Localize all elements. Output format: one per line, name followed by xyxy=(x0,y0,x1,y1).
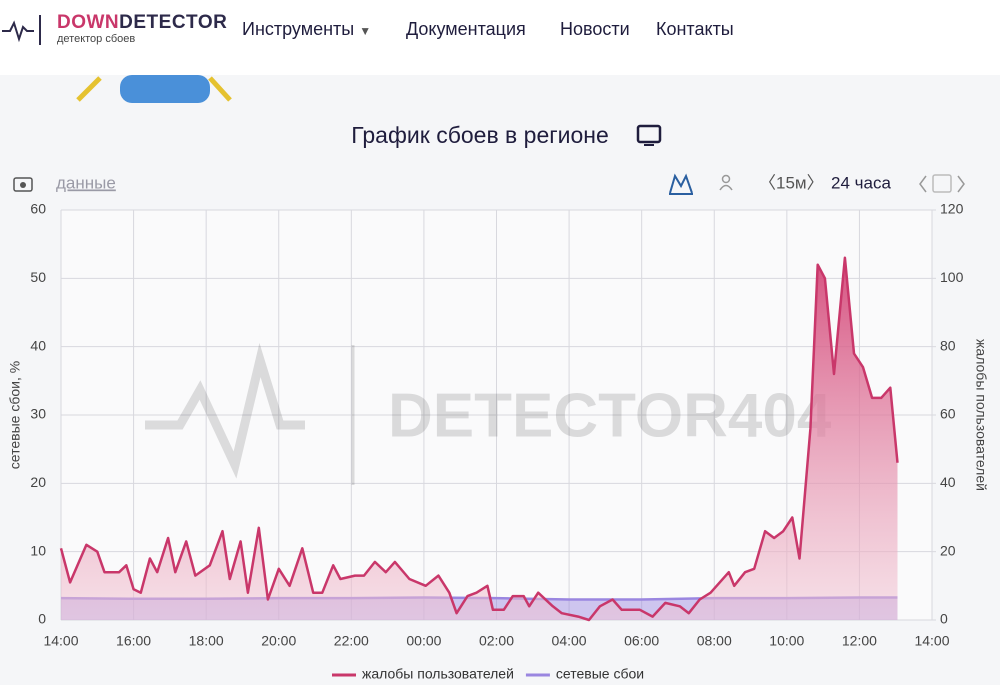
series-group xyxy=(59,256,899,622)
legend: жалобы пользователей сетевые сбои xyxy=(332,666,644,682)
watermark-text: DETECTOR404 xyxy=(388,381,832,450)
x-tick-label: 14:00 xyxy=(914,633,949,649)
watermark: DETECTOR404 xyxy=(145,342,832,485)
grid: 0 10 20 30 40 50 60 0 20 40 60 80 100 120 14:00 16:00 18… xyxy=(30,201,963,649)
interval-toggle[interactable]: 〈15м〉 xyxy=(759,173,824,192)
legend-label: жалобы пользователей xyxy=(362,666,514,682)
y-tick-label: 30 xyxy=(30,406,46,422)
tv-icon xyxy=(636,124,662,146)
chart-title: График сбоев в регионе xyxy=(351,122,609,148)
logo[interactable]: DOWNDETECTOR xyxy=(57,12,227,34)
y2-tick-label: 120 xyxy=(940,201,964,217)
chart: График сбоев в регионе данные 〈15м〉 24 ч… xyxy=(7,75,989,682)
user-toggle[interactable] xyxy=(719,174,733,191)
dropdown-arrow: ▼ xyxy=(359,24,372,38)
y2-tick-label: 40 xyxy=(940,474,956,490)
nav-item[interactable]: Контакты xyxy=(656,19,734,39)
legend-label: сетевые сбои xyxy=(556,666,644,682)
x-tick-label: 06:00 xyxy=(624,633,659,649)
header: DOWNDETECTOR детектор сбоев Инструменты … xyxy=(0,0,1000,75)
y-tick-label: 20 xyxy=(30,474,46,490)
logo-down: DOWN xyxy=(57,12,120,33)
nav-item[interactable]: Инструменты ▼ xyxy=(242,19,371,40)
x-tick-label: 10:00 xyxy=(769,633,804,649)
y2-tick-label: 100 xyxy=(940,269,964,285)
logo-subtitle: детектор сбоев xyxy=(57,33,136,45)
x-tick-label: 08:00 xyxy=(697,633,732,649)
logo-detector: DETECTOR xyxy=(119,12,228,33)
y2-tick-label: 60 xyxy=(940,406,956,422)
y2-tick-label: 0 xyxy=(940,611,948,627)
legend-item[interactable]: жалобы пользователей xyxy=(332,666,514,682)
y-tick-label: 50 xyxy=(30,269,46,285)
x-tick-label: 16:00 xyxy=(116,633,151,649)
y-tick-label: 10 xyxy=(30,542,46,558)
date-nav[interactable] xyxy=(919,174,965,193)
y-tick-label: 0 xyxy=(38,611,46,627)
nav-item[interactable]: Документация xyxy=(406,19,526,39)
y2-tick-label: 80 xyxy=(940,337,956,353)
x-tick-label: 04:00 xyxy=(552,633,587,649)
screenshot-button[interactable] xyxy=(13,177,33,192)
y-tick-label: 40 xyxy=(30,337,46,353)
x-tick-label: 00:00 xyxy=(406,633,441,649)
series-line xyxy=(59,256,899,622)
x-tick-label: 20:00 xyxy=(261,633,296,649)
area-chart-toggle[interactable] xyxy=(669,173,693,195)
legend-item[interactable]: сетевые сбои xyxy=(525,666,644,682)
logo-icon xyxy=(2,15,41,45)
series-area xyxy=(61,257,898,620)
x-tick-label: 22:00 xyxy=(334,633,369,649)
x-tick-label: 02:00 xyxy=(479,633,514,649)
decor-image xyxy=(76,75,232,103)
y-tick-label: 60 xyxy=(30,201,46,217)
nav-item[interactable]: Новости xyxy=(560,19,630,39)
x-tick-label: 14:00 xyxy=(43,633,78,649)
y-axis-title: сетевые сбои, % xyxy=(7,361,23,469)
y2-axis-title: жалобы пользователей xyxy=(973,339,989,491)
x-tick-label: 12:00 xyxy=(842,633,877,649)
range-toggle[interactable]: 24 часа xyxy=(831,173,891,192)
x-tick-label: 18:00 xyxy=(189,633,224,649)
y2-tick-label: 20 xyxy=(940,542,956,558)
data-link[interactable]: данные xyxy=(56,173,116,192)
nav-label: Инструменты xyxy=(242,19,355,39)
